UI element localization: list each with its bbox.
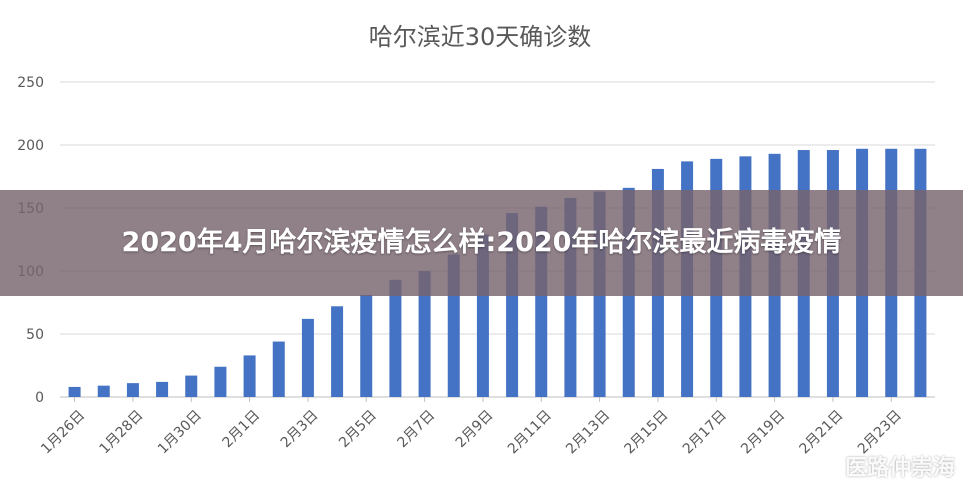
bar-2月6日 [389, 279, 402, 397]
x-tick-label: 2月19日 [738, 407, 788, 457]
x-axis-ticks: 1月26日 1月28日 1月30日 2月1日 2月3日 2月5日 2月7日 2月9日 2月11日… [38, 397, 905, 457]
y-tick-label: 250 [17, 75, 44, 91]
bar-2月3日 [301, 318, 314, 397]
bar-1月28日 [126, 383, 139, 397]
x-tick-label: 2月11日 [505, 407, 555, 457]
y-tick-label: 50 [26, 327, 44, 343]
watermark: 医路仲崇海 [809, 450, 955, 482]
x-tick-label: 1月26日 [38, 407, 88, 457]
y-tick-label: 0 [35, 390, 44, 406]
watermark-text: 医路仲崇海 [844, 456, 955, 481]
bar-2月2日 [272, 341, 285, 397]
bar-1月29日 [156, 381, 169, 397]
x-tick-label: 2月13日 [563, 407, 613, 457]
x-tick-label: 2月3日 [278, 407, 322, 451]
bar-2月5日 [360, 294, 373, 397]
bar-1月30日 [185, 375, 198, 397]
bar-2月7日 [418, 271, 431, 397]
y-tick-label: 200 [17, 138, 44, 154]
bar-1月27日 [97, 385, 110, 397]
bar-2月4日 [331, 306, 344, 397]
bar-1月31日 [214, 366, 227, 397]
overlay-banner: 2020年4月哈尔滨疫情怎么样:2020年哈尔滨最近病毒疫情 [0, 190, 963, 296]
x-tick-label: 2月17日 [680, 407, 730, 457]
x-tick-label: 1月28日 [97, 407, 147, 457]
x-tick-label: 2月9日 [453, 407, 497, 451]
x-tick-label: 2月15日 [622, 407, 672, 457]
weibo-icon [809, 455, 838, 479]
chart-title: 哈尔滨近30天确诊数 [369, 23, 592, 51]
banner-title: 2020年4月哈尔滨疫情怎么样:2020年哈尔滨最近病毒疫情 [121, 227, 842, 258]
bar-2月1日 [243, 355, 256, 397]
bar-1月26日 [68, 386, 81, 397]
x-tick-label: 2月1日 [219, 407, 263, 451]
x-tick-label: 1月30日 [155, 407, 205, 457]
x-tick-label: 2月5日 [336, 407, 380, 451]
x-tick-label: 2月7日 [394, 407, 438, 451]
